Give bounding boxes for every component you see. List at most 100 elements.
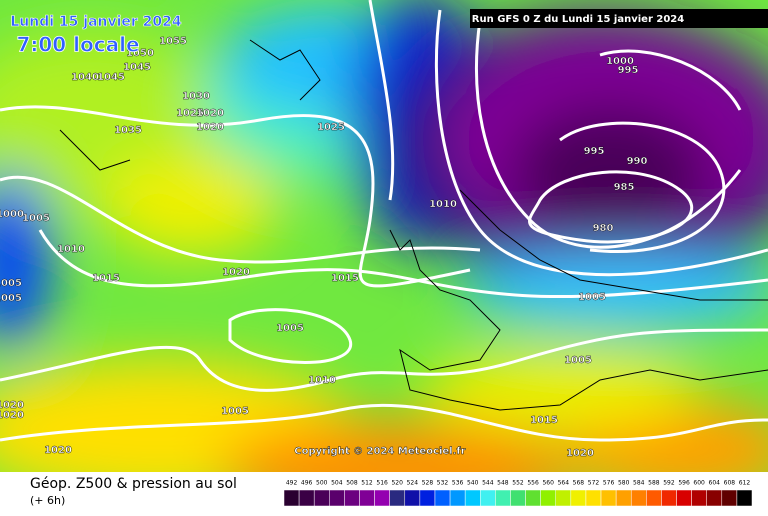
isobar: [38, 229, 768, 299]
colorbar-label: 512: [361, 480, 373, 487]
colorbar-label: 528: [422, 480, 434, 487]
colorbar-swatch: [525, 489, 541, 507]
isobar-labels: 1055105010451040104510301025102010201035…: [0, 36, 648, 459]
colorbar-swatch: [721, 489, 738, 507]
colorbar-label: 532: [437, 480, 449, 487]
colorbar-swatch: [434, 489, 451, 507]
colorbar-label: 580: [618, 480, 630, 487]
legend-subtitle: (+ 6h): [30, 494, 65, 507]
isobar-label: 1030: [182, 91, 210, 102]
colorbar-swatch: [464, 489, 481, 507]
isobar-label: 1000: [0, 209, 24, 220]
colorbar-label: 552: [512, 480, 524, 487]
isobar-label: 1010: [308, 375, 336, 386]
colorbar-swatch: [630, 489, 647, 507]
colorbar-label: 592: [663, 480, 675, 487]
isobar-label: 1025: [176, 108, 204, 119]
colorbar-label: 608: [724, 480, 736, 487]
isobar-label: 1015: [92, 273, 120, 284]
isobar: [0, 175, 481, 264]
time: 7:00 locale: [16, 33, 139, 57]
isobar-label: 1005: [221, 406, 249, 417]
colorbar: 492 496 500 504 508 512 516 520 524 528 532 536 540 5…: [283, 480, 753, 507]
colorbar-swatch: [495, 489, 511, 507]
isobar-label: 1045: [123, 62, 151, 73]
colorbar-swatch: [449, 489, 466, 507]
colorbar-swatch: [419, 489, 436, 507]
isobar: [0, 328, 768, 392]
colorbar-label: 500: [316, 480, 328, 487]
colorbar-swatch: [313, 489, 330, 507]
colorbar-swatch: [706, 489, 723, 507]
colorbar-label: 588: [648, 480, 660, 487]
colorbar-swatch: [615, 489, 632, 507]
colorbar-swatch: [600, 489, 617, 507]
run-box: [470, 9, 768, 28]
isobar-label: 1005: [22, 213, 50, 224]
colorbar-swatch: [510, 489, 526, 507]
run: Run GFS 0 Z du Lundi 15 janvier 2024: [472, 14, 684, 25]
colorbar-swatch: [329, 489, 345, 507]
isobar-label: 995: [618, 65, 639, 76]
isobar: [368, 0, 395, 201]
isobar-label: 1050: [126, 48, 154, 59]
coastline: [59, 39, 768, 411]
isobar-label: 1020: [44, 445, 72, 456]
colorbar-swatch: [344, 489, 360, 507]
isobar-label: 1020: [222, 267, 250, 278]
colorbar-label: 536: [452, 480, 464, 487]
isobar-label: 1020: [196, 122, 224, 133]
colorbar-label: 492: [286, 480, 298, 487]
colorbar-label: 612: [739, 480, 751, 487]
colorbar-label: 520: [391, 480, 403, 487]
isobar: [599, 49, 742, 111]
isobar-label: 1020: [0, 400, 24, 411]
isobar-label: 1020: [0, 410, 24, 421]
colorbar-label: 508: [346, 480, 358, 487]
colorbar-label: 516: [376, 480, 388, 487]
isobar-label: 1055: [159, 36, 187, 47]
isobar-label: 1015: [530, 415, 558, 426]
colorbar-swatch: [540, 489, 556, 507]
isobar: [434, 9, 768, 277]
colorbar-label: 584: [633, 480, 645, 487]
colorbar-swatch: [404, 489, 421, 507]
isobar-label: 1015: [331, 273, 359, 284]
legend-title: Géop. Z500 & pression au sol: [30, 476, 237, 492]
colorbar-label: 548: [497, 480, 509, 487]
colorbar-swatch: [736, 489, 753, 507]
isobar: [528, 170, 694, 244]
colorbar-swatch: [374, 489, 390, 507]
isobar-label: 1025: [317, 122, 345, 133]
isobar-label: 1000: [606, 56, 634, 67]
colorbar-swatch: [646, 489, 662, 507]
colorbar-label: 568: [573, 480, 585, 487]
colorbar-swatch: [480, 489, 496, 507]
colorbar-swatch: [283, 489, 300, 507]
colorbar-label: 556: [527, 480, 539, 487]
colorbar-swatch: [389, 489, 406, 507]
isobar-label: 985: [614, 182, 635, 193]
colorbar-label: 504: [331, 480, 343, 487]
isobar-label: 980: [593, 223, 614, 234]
isobar-label: 1020: [566, 448, 594, 459]
date: Lundi 15 janvier 2024: [10, 14, 182, 30]
colorbar-label: 540: [467, 480, 479, 487]
isobar-label: 1010: [57, 244, 85, 255]
copyright: Copyright © 2024 Meteociel.fr: [294, 446, 465, 457]
isobar-label: 1005: [564, 355, 592, 366]
isobar-label: 1020: [196, 108, 224, 119]
isobar-label: 1035: [114, 125, 142, 136]
colorbar-swatch: [676, 489, 692, 507]
isobar: [0, 105, 471, 288]
colorbar-label: 564: [558, 480, 570, 487]
colorbar-swatch: [691, 489, 707, 507]
colorbar-swatch: [661, 489, 677, 507]
isobar-label: 1040: [71, 72, 99, 83]
isobar-label: 1005: [578, 292, 606, 303]
isobar: [228, 308, 353, 364]
isobar-label: 995: [584, 146, 605, 157]
colorbar-label: 560: [542, 480, 554, 487]
